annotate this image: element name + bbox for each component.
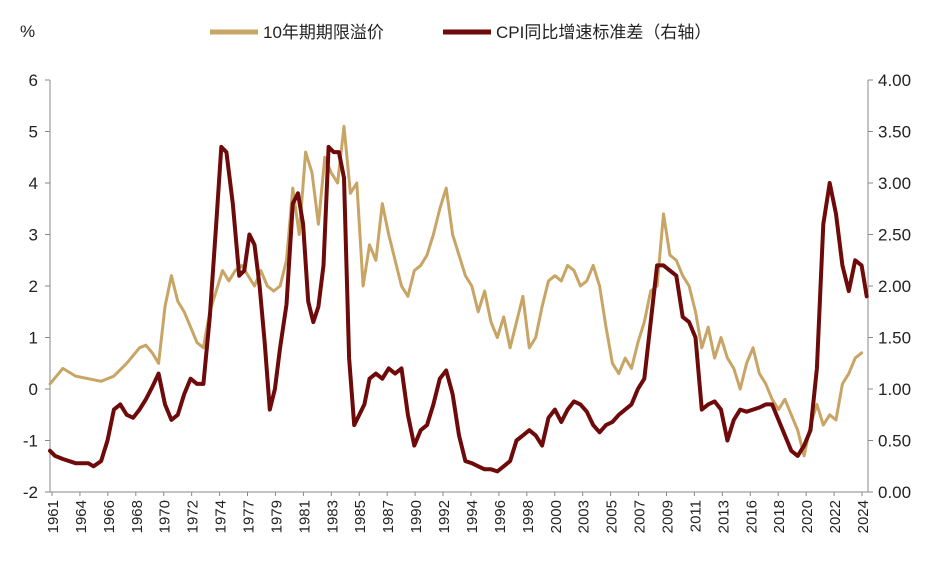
x-tick-label: 2013 [715,500,732,533]
left-tick-label: -2 [23,483,38,502]
series-line-term-premium [48,124,864,458]
x-tick-label: 1961 [45,500,62,533]
x-tick-label: 2018 [771,500,788,533]
left-tick-label: 3 [29,226,38,245]
series-line-cpi-std [48,144,869,474]
legend: 10年期期限溢价 CPI同比增速标准差（右轴） [210,23,711,42]
x-tick-label: 1968 [129,500,146,533]
x-tick-label: 1981 [296,500,313,533]
left-tick-label: 0 [29,380,38,399]
right-tick-label: 0.50 [878,432,911,451]
x-tick-label: 1979 [268,500,285,533]
x-tick-label: 2007 [632,500,649,533]
right-tick-label: 1.50 [878,329,911,348]
right-tick-label: 4.00 [878,71,911,90]
right-tick-label: 2.50 [878,226,911,245]
x-tick-label: 2022 [827,500,844,533]
left-tick-label: 4 [29,174,38,193]
x-tick-label: 2009 [659,500,676,533]
x-tick-label: 1990 [408,500,425,533]
x-tick-label: 1994 [464,500,481,533]
left-tick-label: 1 [29,329,38,348]
x-tick-label: 2016 [743,500,760,533]
x-tick-label: 1992 [436,500,453,533]
left-axis-unit: % [20,22,35,41]
x-tick-label: 2000 [548,500,565,533]
x-tick-label: 1974 [213,500,230,533]
right-tick-label: 1.00 [878,380,911,399]
legend-label: 10年期期限溢价 [263,23,384,42]
right-tick-label: 0.00 [878,483,911,502]
legend-label: CPI同比增速标准差（右轴） [496,23,711,42]
x-tick-label: 1983 [324,500,341,533]
right-tick-label: 2.00 [878,277,911,296]
x-tick-label: 1964 [73,500,90,533]
x-tick-label: 2005 [604,500,621,533]
x-tick-label: 1977 [241,500,258,533]
right-tick-label: 3.50 [878,123,911,142]
right-tick-label: 3.00 [878,174,911,193]
x-tick-label: 2003 [576,500,593,533]
series-layer [48,124,869,474]
axes: 6 5 4 3 2 1 0 -1 -2 4.00 3.50 3.00 2.50 2.00 1.50 1.00 0… [23,71,911,533]
x-tick-label: 2011 [687,500,704,532]
x-tick-label: 1970 [157,500,174,533]
x-tick-label: 1972 [185,500,202,533]
x-tick-label: 1985 [352,500,369,533]
x-tick-label: 1966 [101,500,118,533]
left-tick-label: 5 [29,123,38,142]
left-tick-label: 6 [29,71,38,90]
left-tick-label: 2 [29,277,38,296]
x-tick-label: 1996 [492,500,509,533]
x-tick-label: 2024 [855,500,872,533]
left-tick-label: -1 [23,432,38,451]
x-tick-label: 2020 [799,500,816,533]
x-tick-label: 1987 [380,500,397,533]
x-tick-label: 1998 [520,500,537,533]
